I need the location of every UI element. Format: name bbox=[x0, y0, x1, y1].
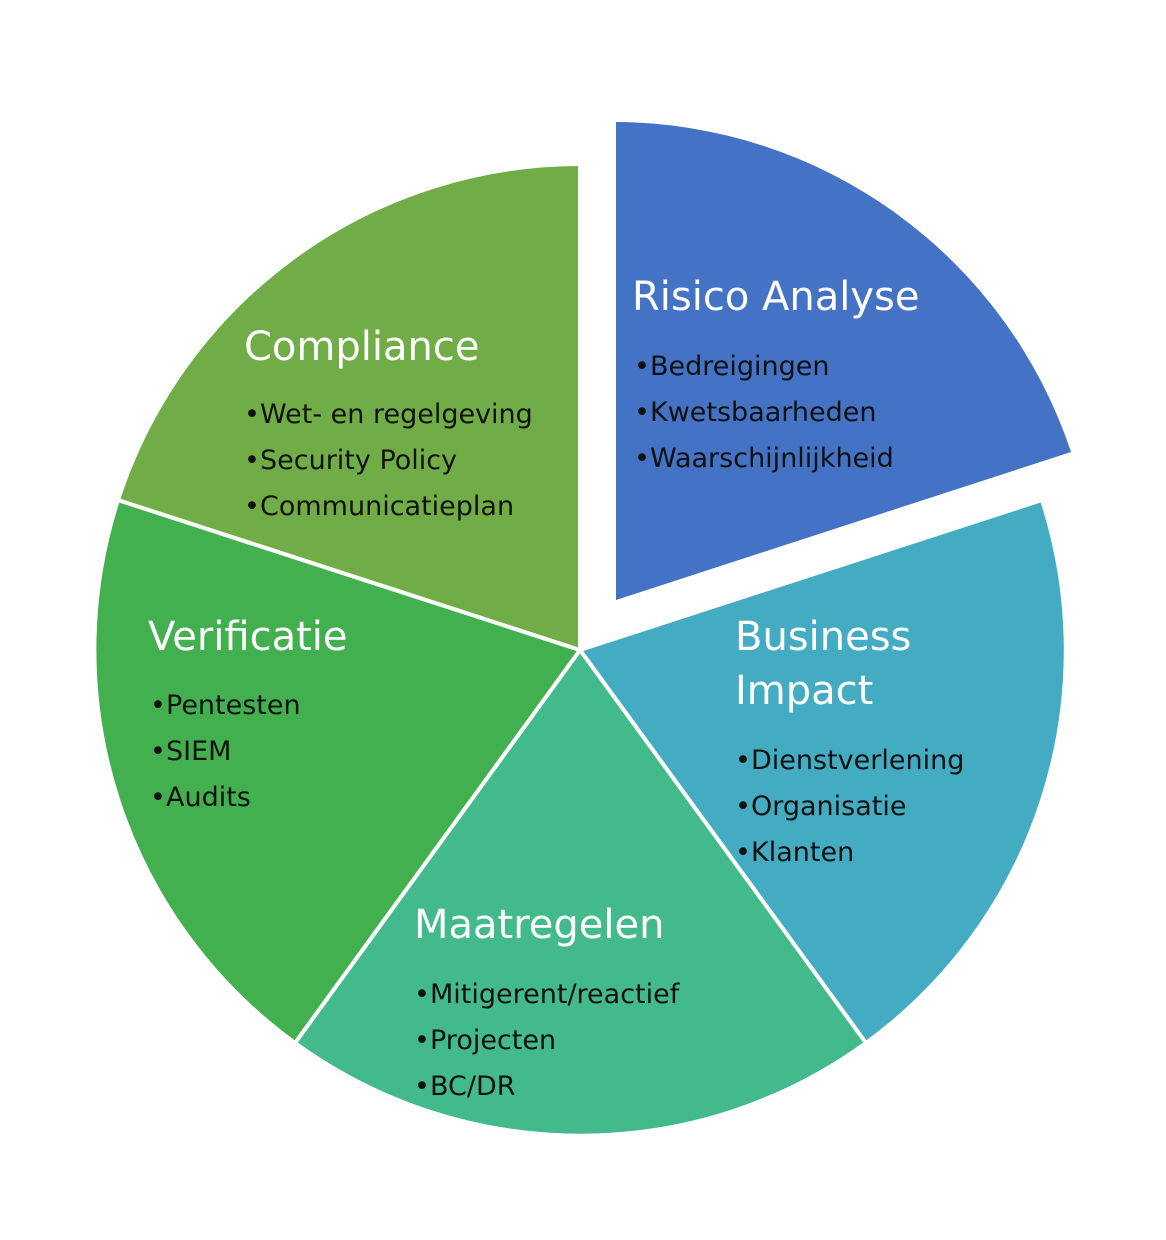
list-item: •Wet- en regelgeving bbox=[244, 392, 533, 438]
bullet-icon: • bbox=[244, 491, 260, 522]
list-item: •Bedreigingen bbox=[634, 344, 894, 390]
business-impact-title: Business Impact bbox=[735, 614, 912, 714]
list-item-label: Security Policy bbox=[260, 445, 458, 476]
list-item: •BC/DR bbox=[414, 1064, 679, 1110]
verificatie-list: •Pentesten •SIEM •Audits bbox=[150, 683, 301, 821]
list-item-label: Communicatieplan bbox=[260, 491, 515, 522]
list-item-label: Audits bbox=[166, 782, 251, 813]
maatregelen-title: Maatregelen bbox=[414, 902, 665, 948]
bullet-icon: • bbox=[244, 445, 260, 476]
bullet-icon: • bbox=[735, 837, 751, 868]
list-item: •Projecten bbox=[414, 1018, 679, 1064]
list-item: •Audits bbox=[150, 775, 301, 821]
list-item: •SIEM bbox=[150, 729, 301, 775]
bullet-icon: • bbox=[244, 399, 260, 430]
list-item-label: BC/DR bbox=[430, 1071, 516, 1102]
maatregelen-list: •Mitigerent/reactief •Projecten •BC/DR bbox=[414, 972, 679, 1110]
bullet-icon: • bbox=[735, 745, 751, 776]
bullet-icon: • bbox=[150, 736, 166, 767]
list-item: •Kwetsbaarheden bbox=[634, 390, 894, 436]
list-item: •Mitigerent/reactief bbox=[414, 972, 679, 1018]
bullet-icon: • bbox=[634, 397, 650, 428]
list-item-label: Klanten bbox=[751, 837, 855, 868]
list-item-label: Wet- en regelgeving bbox=[260, 399, 533, 430]
list-item-label: Waarschijnlijkheid bbox=[650, 443, 894, 474]
list-item-label: Kwetsbaarheden bbox=[650, 397, 877, 428]
compliance-title: Compliance bbox=[244, 324, 480, 370]
bullet-icon: • bbox=[414, 1025, 430, 1056]
bullet-icon: • bbox=[735, 791, 751, 822]
verificatie-title: Verificatie bbox=[148, 614, 348, 660]
list-item: •Pentesten bbox=[150, 683, 301, 729]
slice-compliance bbox=[116, 162, 582, 652]
list-item-label: Bedreigingen bbox=[650, 351, 830, 382]
compliance-list: •Wet- en regelgeving •Security Policy •C… bbox=[244, 392, 533, 530]
list-item-label: Projecten bbox=[430, 1025, 557, 1056]
slice-maatregelen bbox=[293, 648, 868, 1138]
risico-analyse-list: •Bedreigingen •Kwetsbaarheden •Waarschij… bbox=[634, 344, 894, 482]
slice-business-impact bbox=[578, 498, 1068, 1045]
list-item-label: SIEM bbox=[166, 736, 232, 767]
risico-analyse-title: Risico Analyse bbox=[632, 274, 920, 320]
list-item-label: Pentesten bbox=[166, 690, 301, 721]
bullet-icon: • bbox=[634, 443, 650, 474]
bullet-icon: • bbox=[414, 979, 430, 1010]
bullet-icon: • bbox=[150, 690, 166, 721]
list-item: •Klanten bbox=[735, 830, 964, 876]
list-item: •Organisatie bbox=[735, 784, 964, 830]
bullet-icon: • bbox=[414, 1071, 430, 1102]
bullet-icon: • bbox=[150, 782, 166, 813]
bullet-icon: • bbox=[634, 351, 650, 382]
list-item-label: Mitigerent/reactief bbox=[430, 979, 680, 1010]
list-item-label: Organisatie bbox=[751, 791, 907, 822]
list-item: •Dienstverlening bbox=[735, 738, 964, 784]
slice-risico-analyse bbox=[616, 122, 1071, 600]
list-item: •Communicatieplan bbox=[244, 484, 533, 530]
business-impact-list: •Dienstverlening •Organisatie •Klanten bbox=[735, 738, 964, 876]
list-item: •Waarschijnlijkheid bbox=[634, 436, 894, 482]
slice-verificatie bbox=[92, 498, 582, 1045]
list-item: •Security Policy bbox=[244, 438, 533, 484]
list-item-label: Dienstverlening bbox=[751, 745, 965, 776]
